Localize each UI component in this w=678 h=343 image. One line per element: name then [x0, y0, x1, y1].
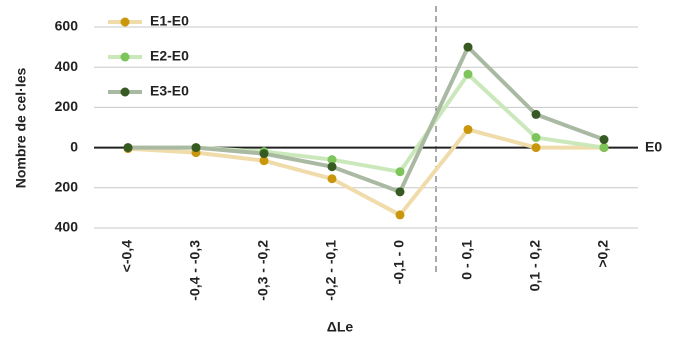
point: [531, 109, 541, 119]
point: [599, 135, 609, 145]
point: [259, 156, 269, 166]
series-line: [128, 45, 605, 194]
point: [123, 143, 133, 153]
series-line: [128, 72, 605, 174]
point: [531, 143, 541, 153]
x-axis-label: ΔLe: [327, 319, 354, 335]
y-tick-label: 200: [55, 179, 79, 195]
x-tick-label: -0,4 - -0,3: [187, 240, 203, 301]
zero-label: E0: [645, 139, 662, 155]
legend-label: E2-E0: [150, 48, 189, 64]
x-tick-label: >0,2: [595, 240, 611, 268]
point: [395, 187, 405, 197]
point: [531, 133, 541, 143]
series-line: [127, 127, 604, 217]
y-tick-label: 400: [55, 58, 79, 74]
point: [395, 210, 405, 220]
y-tick-label: 600: [55, 18, 79, 34]
point: [327, 162, 337, 172]
point: [327, 174, 337, 184]
point: [463, 125, 473, 135]
point: [191, 143, 201, 153]
x-tick-label: <-0,4: [119, 240, 135, 273]
legend-label: E1-E0: [150, 13, 189, 29]
legend-marker: [120, 17, 130, 27]
x-tick-label: -0,1 - 0: [391, 240, 407, 285]
legend-label: E3-E0: [150, 83, 189, 99]
y-tick-label: 200: [55, 98, 79, 114]
x-tick-label: 0 - 0,1: [459, 240, 475, 280]
y-tick-label: 0: [70, 138, 78, 154]
point: [259, 149, 269, 159]
x-tick-label: 0,1 - 0,2: [527, 240, 543, 292]
x-tick-label: -0,2 - -0,1: [323, 240, 339, 301]
point: [463, 69, 473, 79]
point: [327, 155, 337, 165]
point: [599, 143, 609, 153]
y-axis-label: Nombre de cel·les: [13, 67, 29, 188]
point: [395, 167, 405, 177]
point: [463, 42, 473, 52]
x-tick-label: -0,3 - -0,2: [255, 240, 271, 301]
y-tick-label: 400: [55, 219, 79, 235]
legend-marker: [120, 52, 130, 62]
legend-marker: [120, 87, 130, 97]
